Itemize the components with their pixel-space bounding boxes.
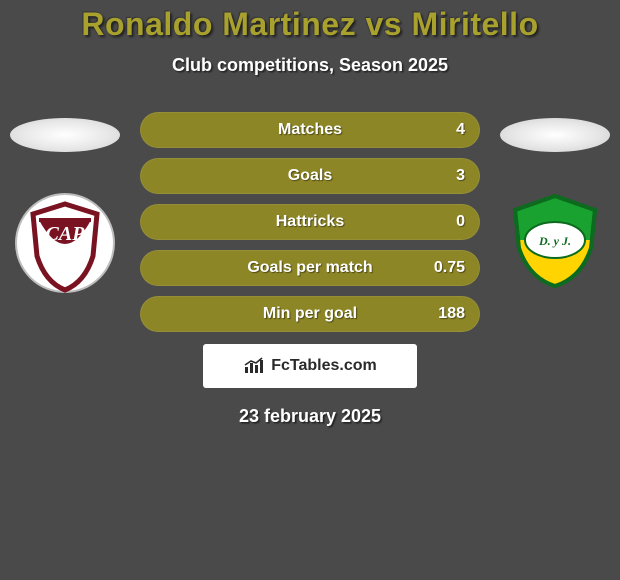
subtitle: Club competitions, Season 2025 — [0, 55, 620, 76]
page-title: Ronaldo Martinez vs Miritello — [0, 0, 620, 43]
stat-label: Goals — [141, 158, 479, 194]
stat-label: Hattricks — [141, 204, 479, 240]
stat-label: Min per goal — [141, 296, 479, 332]
badge-text: FcTables.com — [271, 357, 377, 375]
stat-value-right: 4 — [441, 112, 465, 148]
stat-row: Goals3 — [140, 158, 480, 194]
chart-icon — [243, 357, 265, 375]
stat-row: Min per goal188 — [140, 296, 480, 332]
stats-block: Matches4Goals3Hattricks0Goals per match0… — [0, 112, 620, 427]
fctables-badge: FcTables.com — [203, 344, 417, 388]
comparison-card: Ronaldo Martinez vs Miritello Club compe… — [0, 0, 620, 580]
stat-label: Matches — [141, 112, 479, 148]
stat-row: Matches4 — [140, 112, 480, 148]
date-text: 23 february 2025 — [0, 406, 620, 427]
stat-value-right: 188 — [438, 296, 465, 332]
stat-value-right: 0 — [441, 204, 465, 240]
stat-row: Goals per match0.75 — [140, 250, 480, 286]
stat-value-right: 3 — [441, 158, 465, 194]
stat-row: Hattricks0 — [140, 204, 480, 240]
stat-value-right: 0.75 — [434, 250, 465, 286]
stat-label: Goals per match — [141, 250, 479, 286]
